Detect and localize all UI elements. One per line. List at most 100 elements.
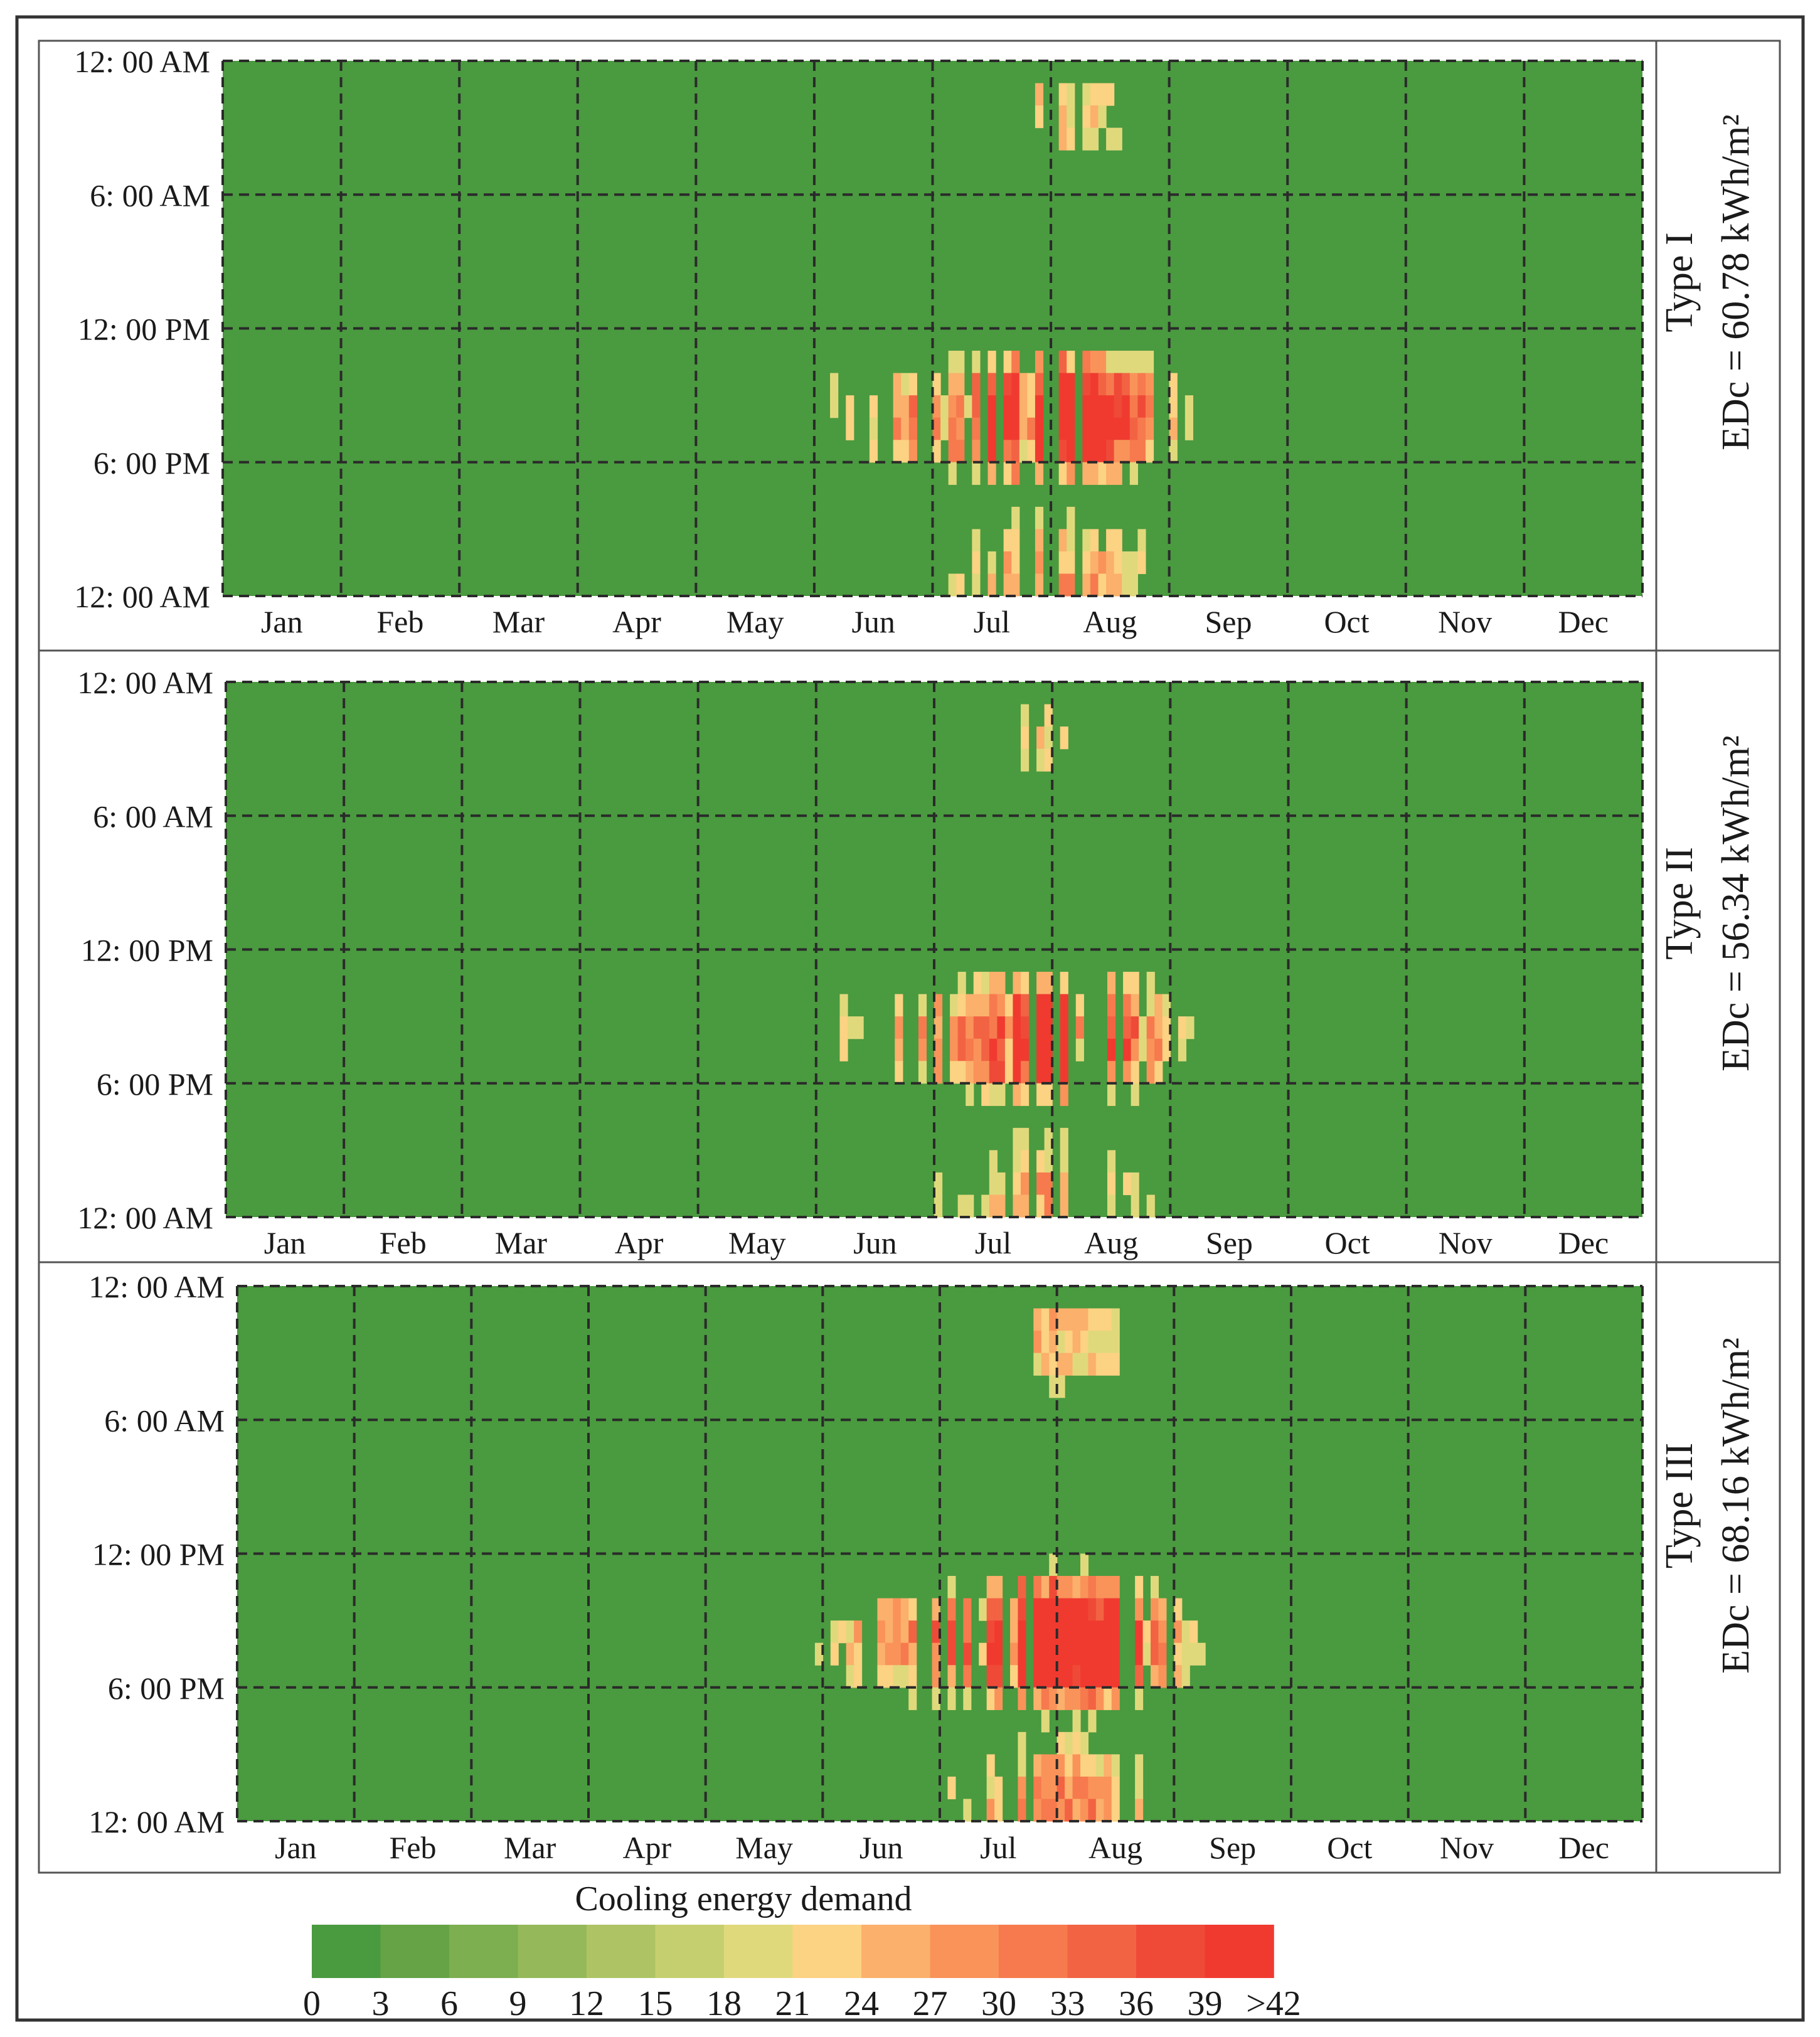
heatmap-cell	[1041, 1308, 1050, 1331]
heatmap-cell	[1135, 1776, 1144, 1800]
heatmap-cell	[994, 1687, 1003, 1710]
heatmap-cell	[1072, 1687, 1081, 1710]
heatmap-cell	[1011, 529, 1020, 552]
heatmap-cell	[1095, 1576, 1104, 1599]
heatmap-cell	[1154, 1016, 1163, 1040]
heatmap-cell	[1067, 83, 1075, 106]
heatmap-cell	[1137, 551, 1146, 575]
heatmap-cell	[1010, 1642, 1019, 1666]
heatmap-cell	[1122, 373, 1131, 396]
heatmap-cell	[901, 373, 910, 396]
heatmap-cell	[1107, 1083, 1116, 1106]
heatmap-cell	[1080, 1731, 1089, 1755]
y-tick-label: 12: 00 AM	[74, 579, 210, 614]
heatmap-cell	[934, 994, 943, 1017]
heatmap-cell	[1018, 1576, 1026, 1599]
heatmap-cell	[1035, 83, 1044, 106]
heatmap-cell	[997, 1172, 1006, 1196]
heatmap-panel-1: 12: 00 AM 6: 00 AM 12: 00 PM 6: 00 PM 12: 00…	[74, 44, 1757, 639]
heatmap-cell	[895, 1016, 903, 1040]
x-tick-label: Jun	[853, 1225, 897, 1260]
heatmap-cell	[1080, 1754, 1089, 1777]
y-tick-label: 12: 00 AM	[77, 665, 213, 700]
heatmap-cell	[1104, 1598, 1112, 1621]
heatmap-cell	[1082, 529, 1091, 552]
heatmap-cell	[957, 1194, 966, 1218]
heatmap-cell	[979, 1642, 987, 1666]
outer-frame	[15, 15, 1805, 2022]
heatmap-cell	[997, 1016, 1006, 1040]
heatmap-cell	[989, 1038, 998, 1061]
y-tick-label: 6: 00 AM	[93, 799, 213, 834]
heatmap-cell	[908, 1687, 917, 1710]
heatmap-cell	[1013, 1150, 1021, 1173]
heatmap-cell	[1004, 994, 1014, 1017]
heatmap-cell	[1088, 1642, 1097, 1666]
heatmap-cell	[1114, 551, 1122, 575]
colorbar-swatch	[449, 1925, 519, 1978]
heatmap-cell	[1098, 573, 1107, 597]
heatmap-cell	[1082, 105, 1091, 129]
heatmap-cell	[1181, 1642, 1190, 1666]
heatmap-cell	[1158, 1642, 1167, 1666]
heatmap-cell	[1111, 1687, 1120, 1710]
heatmap-cell	[1169, 373, 1178, 396]
heatmap-cell	[1090, 462, 1099, 485]
heatmap-cell	[1067, 417, 1075, 440]
heatmap-cell	[1011, 506, 1020, 529]
heatmap-cell	[1169, 417, 1178, 440]
heatmap-cell	[1041, 1687, 1050, 1710]
heatmap-cell	[1067, 127, 1075, 151]
heatmap-cell	[1065, 1620, 1073, 1644]
heatmap-cell	[1111, 1799, 1120, 1822]
heatmap-cell	[1058, 127, 1067, 151]
heatmap-cell	[1137, 395, 1146, 418]
heatmap-cell	[1129, 573, 1138, 597]
heatmap-cell	[1072, 1776, 1081, 1800]
heatmap-cell	[1056, 1776, 1065, 1800]
heatmap-cell	[1003, 462, 1012, 485]
heatmap-cell	[1090, 127, 1099, 151]
x-tick-label: Apr	[615, 1225, 664, 1260]
heatmap-cell	[1111, 1331, 1120, 1354]
heatmap-cell	[1151, 1642, 1159, 1666]
heatmap-cell	[1104, 1687, 1112, 1710]
y-tick-label: 12: 00 PM	[78, 312, 210, 347]
heatmap-cell	[1106, 127, 1115, 151]
heatmap-cell	[1098, 462, 1107, 485]
heatmap-cell	[1131, 1061, 1139, 1084]
heatmap-cell	[987, 440, 996, 463]
heatmap-cell	[1018, 1754, 1026, 1777]
heatmap-cell	[1011, 373, 1020, 396]
heatmap-panel-2: 12: 00 AM 6: 00 AM 12: 00 PM 6: 00 PM 12: 00…	[77, 665, 1757, 1260]
heatmap-cell	[877, 1620, 886, 1644]
heatmap-cell	[1111, 1620, 1120, 1644]
heatmap-cell	[1020, 726, 1030, 750]
colorbar-tick-label: 15	[638, 1984, 673, 2023]
colorbar-tick-label: 33	[1050, 1984, 1085, 2023]
y-tick-label: 6: 00 PM	[97, 1066, 213, 1102]
heatmap-cell	[1189, 1620, 1198, 1644]
heatmap-cell	[994, 1776, 1003, 1800]
heatmap-cell	[1090, 573, 1099, 597]
heatmap-cell	[1072, 1665, 1081, 1688]
heatmap-cell	[1098, 373, 1107, 396]
x-tick-label: May	[735, 1830, 793, 1865]
heatmap-cell	[1122, 351, 1131, 374]
heatmap-cell	[1049, 1375, 1058, 1398]
heatmap-cell	[986, 1799, 995, 1822]
heatmap-cell	[1072, 1799, 1081, 1822]
heatmap-cell	[1058, 373, 1067, 396]
heatmap-cells	[839, 704, 1195, 1218]
heatmap-cell	[1060, 1038, 1068, 1061]
heatmap-cell	[1033, 1598, 1042, 1621]
heatmap-cell	[1033, 1308, 1042, 1331]
heatmap-cell	[956, 573, 965, 597]
heatmap-cell	[1027, 440, 1036, 463]
heatmap-cell	[893, 373, 902, 396]
heatmap-cell	[1080, 1576, 1089, 1599]
panels: 12: 00 AM 6: 00 AM 12: 00 PM 6: 00 PM 12: 00…	[74, 44, 1757, 1865]
heatmap-cell	[1104, 1331, 1112, 1354]
heatmap-cell	[1135, 1642, 1144, 1666]
heatmap-cell	[1135, 1754, 1144, 1777]
